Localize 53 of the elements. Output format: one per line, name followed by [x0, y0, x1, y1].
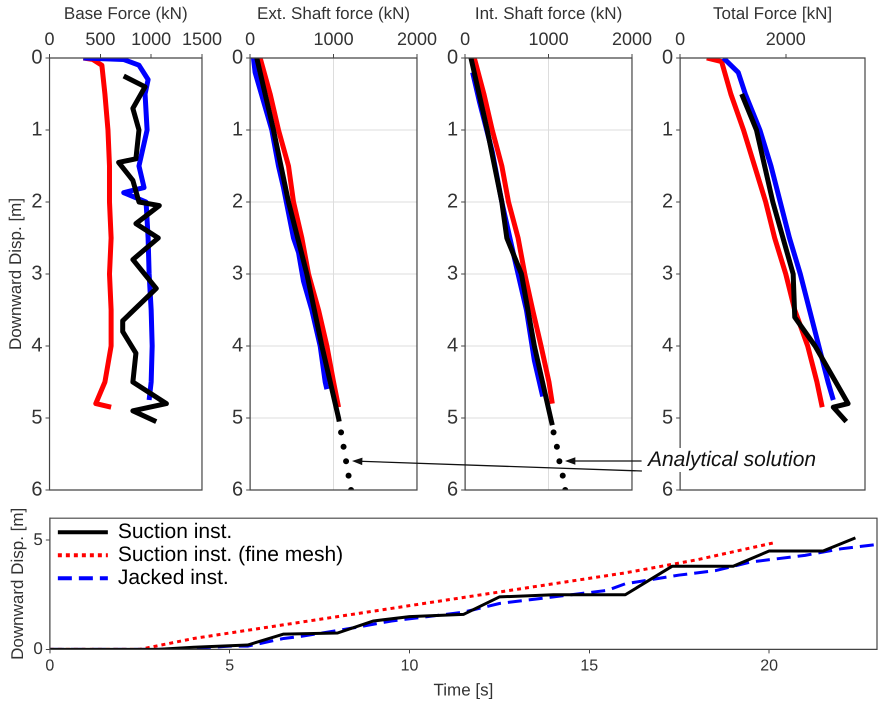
y-axis-title: Downward Disp. [m] — [8, 508, 27, 660]
y-tick-label: 0 — [662, 46, 674, 69]
y-tick-label: 4 — [31, 334, 43, 357]
x-tick-label: 1000 — [131, 29, 172, 50]
y-tick-label: 0 — [447, 46, 458, 69]
x-tick-label: 0 — [45, 657, 54, 674]
x-tick-label: 500 — [85, 29, 116, 50]
x-tick-label: 1000 — [528, 29, 569, 50]
x-axis-title: Ext. Shaft force (kN) — [257, 4, 410, 23]
y-axis-title: Downward Disp. [m] — [6, 198, 25, 350]
y-tick-label: 2 — [232, 190, 244, 213]
y-tick-label: 6 — [232, 478, 244, 501]
y-tick-label: 1 — [447, 118, 458, 141]
x-axis-title: Time [s] — [434, 680, 494, 700]
x-tick-label: 1000 — [314, 29, 354, 50]
y-tick-label: 0 — [31, 46, 43, 69]
y-tick-label: 6 — [662, 478, 674, 501]
x-tick-label: 15 — [580, 657, 598, 674]
annotation: Analytical solution — [646, 448, 818, 472]
y-tick-label: 5 — [662, 406, 674, 429]
y-tick-label: 2 — [447, 190, 458, 213]
y-tick-label: 3 — [447, 262, 458, 285]
y-tick-label: 4 — [662, 334, 674, 357]
y-tick-label: 6 — [31, 478, 43, 501]
y-tick-label: 3 — [232, 262, 244, 285]
x-axis-title: Base Force (kN) — [64, 4, 188, 23]
legend-label: Suction inst. (fine mesh) — [118, 542, 344, 566]
y-tick-label: 5 — [232, 406, 244, 429]
y-tick-label: 4 — [232, 334, 244, 357]
legend-label: Jacked inst. — [118, 566, 229, 589]
x-tick-label: 1500 — [182, 29, 222, 50]
y-tick-label: 5 — [31, 406, 43, 429]
y-tick-label: 1 — [31, 118, 43, 141]
y-tick-label: 1 — [232, 118, 244, 141]
y-tick-label: 5 — [447, 406, 458, 429]
x-tick-label: 2000 — [766, 29, 806, 50]
y-tick-label: 0 — [33, 639, 43, 658]
y-tick-label: 3 — [31, 262, 43, 285]
x-axis-title: Total Force [kN] — [713, 4, 832, 23]
x-tick-label: 2000 — [396, 29, 437, 50]
x-axis-title: Int. Shaft force (kN) — [474, 4, 622, 23]
y-tick-label: 2 — [31, 190, 43, 213]
legend-label: Suction inst. — [118, 520, 232, 543]
y-tick-label: 5 — [33, 530, 43, 549]
y-tick-label: 4 — [447, 334, 458, 357]
y-tick-label: 1 — [662, 118, 674, 141]
y-tick-label: 0 — [232, 46, 244, 69]
x-tick-label: 20 — [760, 657, 778, 674]
x-tick-label: 2000 — [612, 29, 652, 50]
y-tick-label: 3 — [662, 262, 674, 285]
x-tick-label: 10 — [400, 657, 418, 674]
y-tick-label: 2 — [662, 190, 674, 213]
y-tick-label: 6 — [447, 478, 458, 501]
